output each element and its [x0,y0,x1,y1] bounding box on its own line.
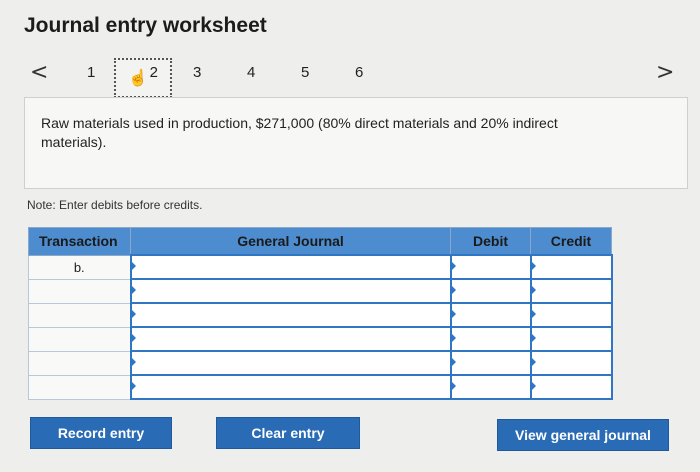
header-credit: Credit [530,227,612,256]
step-2-active[interactable]: ☝ 2 [114,58,172,98]
account-select[interactable] [129,302,452,328]
step-3[interactable]: 3 [193,64,202,81]
dropdown-marker-icon [131,262,136,270]
input-marker-icon [451,382,456,390]
header-transaction: Transaction [28,227,131,256]
transaction-prompt-box: Raw materials used in production, $271,0… [24,97,688,189]
table-header-row: Transaction General Journal Debit Credit [28,227,612,256]
dropdown-marker-icon [131,286,136,294]
step-2-label: 2 [149,64,158,81]
input-marker-icon [531,334,536,342]
transaction-cell [28,350,131,376]
header-general-journal: General Journal [130,227,451,256]
credit-input[interactable] [529,350,613,376]
header-debit: Debit [450,227,531,256]
account-select[interactable] [129,278,452,304]
debit-input[interactable] [449,254,532,280]
step-6[interactable]: 6 [355,64,364,81]
credit-input[interactable] [529,254,613,280]
dropdown-marker-icon [131,382,136,390]
table-row [28,302,613,328]
debit-input[interactable] [449,350,532,376]
account-select[interactable] [129,374,452,400]
next-arrow-icon[interactable]: > [656,60,675,85]
input-marker-icon [451,310,456,318]
input-marker-icon [531,382,536,390]
input-marker-icon [531,358,536,366]
step-4[interactable]: 4 [247,64,256,81]
credit-input[interactable] [529,278,613,304]
instruction-note: Note: Enter debits before credits. [27,198,203,212]
input-marker-icon [531,286,536,294]
journal-table: Transaction General Journal Debit Credit… [28,227,613,400]
table-row: b. [28,254,613,280]
step-navigation: 1 ☝ 2 3 4 5 6 [0,58,700,98]
debit-input[interactable] [449,374,532,400]
account-select[interactable] [129,254,452,280]
account-select[interactable] [129,326,452,352]
page-title: Journal entry worksheet [24,14,267,37]
debit-input[interactable] [449,278,532,304]
table-row [28,350,613,376]
debit-input[interactable] [449,326,532,352]
credit-input[interactable] [529,302,613,328]
prev-arrow-icon[interactable]: < [30,60,49,85]
transaction-cell [28,278,131,304]
input-marker-icon [531,262,536,270]
dropdown-marker-icon [131,310,136,318]
input-marker-icon [451,262,456,270]
transaction-cell: b. [28,254,131,280]
transaction-cell [28,302,131,328]
record-entry-button[interactable]: Record entry [30,417,172,449]
account-select[interactable] [129,350,452,376]
step-1[interactable]: 1 [87,64,96,81]
step-5[interactable]: 5 [301,64,310,81]
input-marker-icon [451,286,456,294]
table-row [28,278,613,304]
input-marker-icon [531,310,536,318]
view-general-journal-button[interactable]: View general journal [497,419,669,451]
table-row [28,374,613,400]
input-marker-icon [451,358,456,366]
credit-input[interactable] [529,326,613,352]
transaction-description: Raw materials used in production, $271,0… [41,115,558,150]
clear-entry-button[interactable]: Clear entry [216,417,360,449]
input-marker-icon [451,334,456,342]
credit-input[interactable] [529,374,613,400]
hand-pointer-icon: ☝ [128,70,148,87]
table-row [28,326,613,352]
dropdown-marker-icon [131,334,136,342]
transaction-cell [28,326,131,352]
dropdown-marker-icon [131,358,136,366]
debit-input[interactable] [449,302,532,328]
transaction-cell [28,374,131,400]
